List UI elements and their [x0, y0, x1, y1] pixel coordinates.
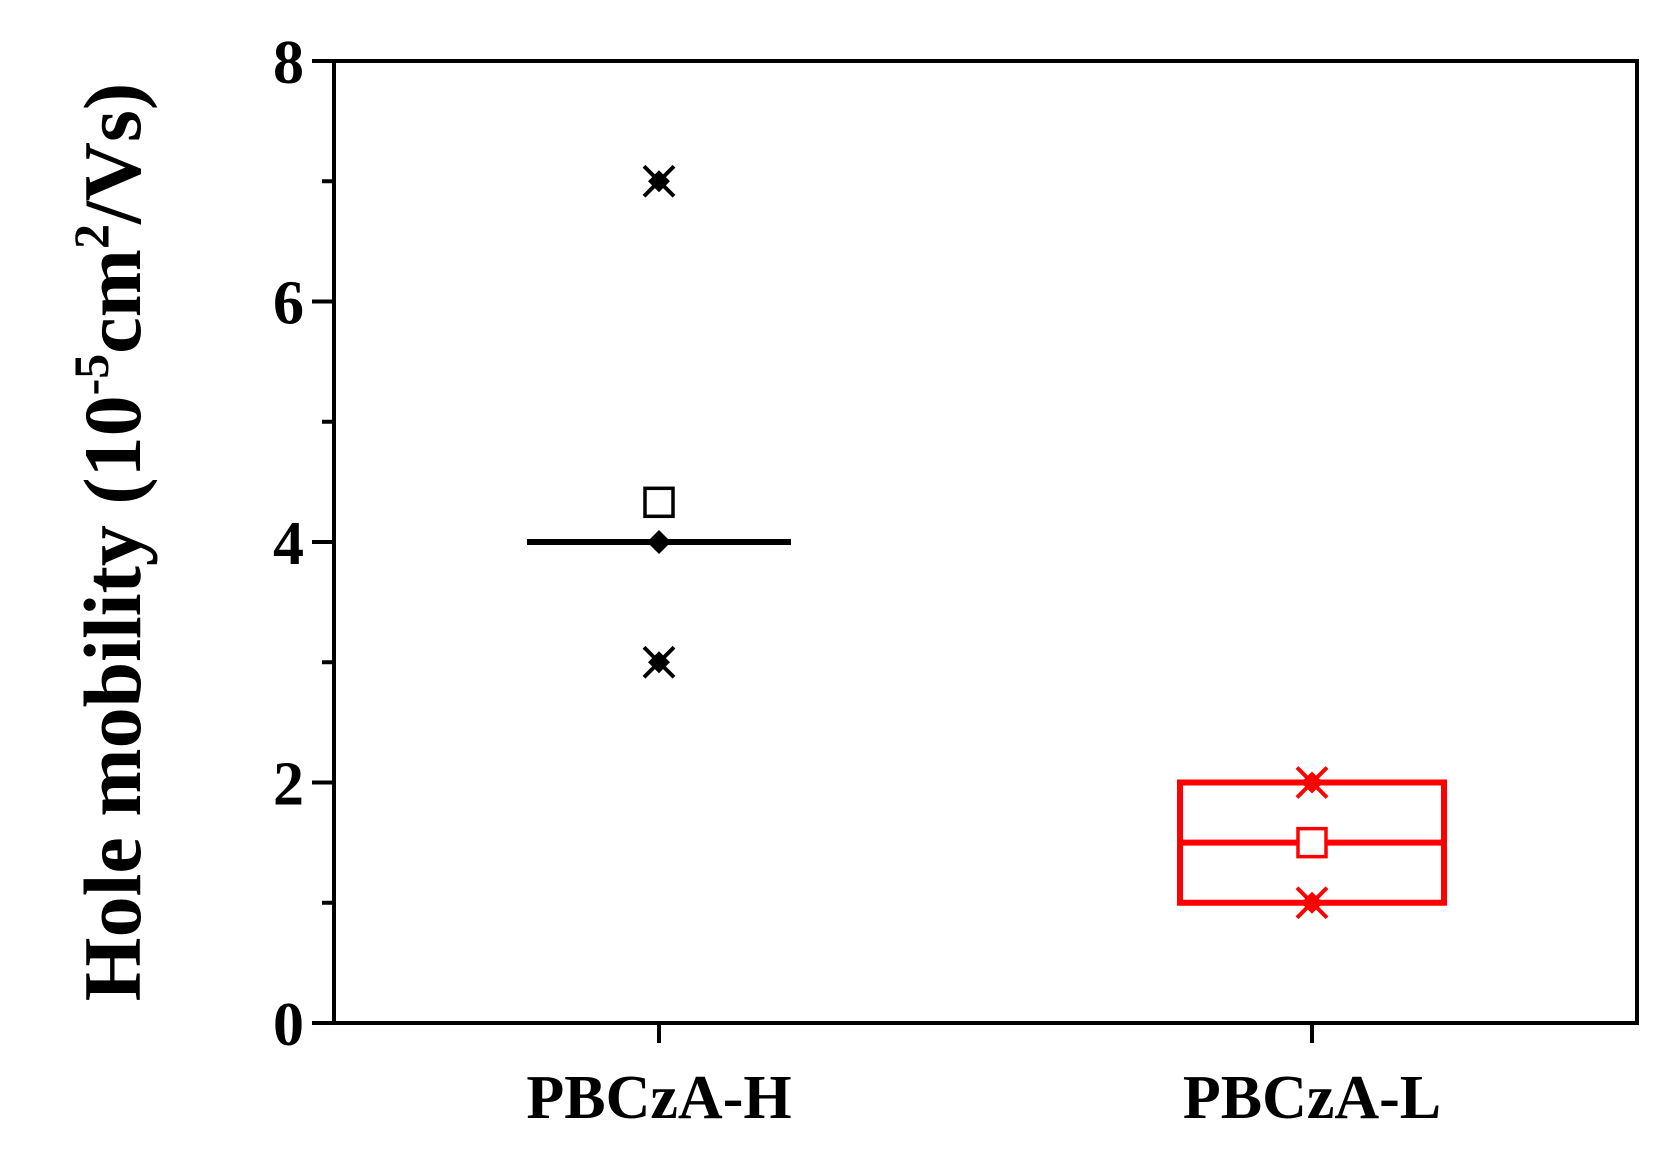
- median-point: [647, 530, 671, 554]
- y-tick-label: 6: [273, 270, 304, 338]
- extreme-marker: [1301, 891, 1323, 914]
- chart-marks: [527, 164, 1447, 920]
- x-tick-label: PBCzA-L: [1183, 1064, 1441, 1132]
- x-tick-label: PBCzA-H: [526, 1064, 791, 1132]
- y-axis-ticks: 0 2 4 6 8: [273, 29, 334, 1059]
- y-axis-title: Hole mobility (10-5cm2/Vs): [63, 83, 158, 1001]
- y-tick-label: 4: [273, 510, 304, 578]
- y-tick-label: 8: [273, 29, 304, 97]
- extreme-marker: [1301, 771, 1323, 794]
- y-tick-label: 2: [273, 751, 304, 819]
- extreme-marker: [648, 651, 670, 674]
- x-axis-ticks: PBCzA-H PBCzA-L: [526, 1023, 1441, 1132]
- mean-marker: [643, 486, 675, 519]
- y-tick-label: 0: [273, 991, 304, 1059]
- mean-marker: [1296, 826, 1328, 859]
- extreme-marker: [648, 170, 670, 193]
